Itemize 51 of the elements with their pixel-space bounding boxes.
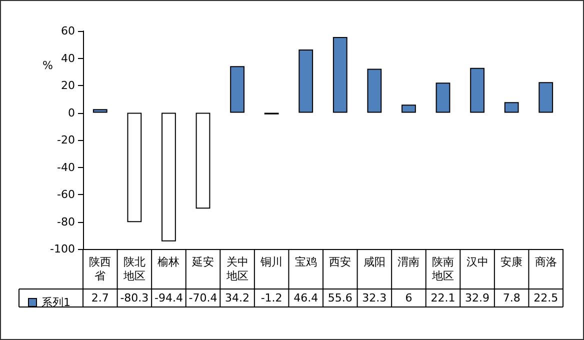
x-tick-label: 陕北地区 [122,256,146,282]
data-label: 22.5 [534,292,558,304]
bar [538,82,554,113]
x-tick-label: 咸阳 [363,256,386,268]
data-label: 32.9 [465,292,490,304]
data-label: 34.2 [225,292,250,304]
data-label: -1.2 [260,292,282,304]
x-tick-label: 安康 [500,256,523,268]
y-tick-label: 40 [61,52,75,65]
x-tick-label: 商洛 [534,256,557,268]
x-tick-label: 陕南地区 [431,256,454,282]
y-tick-label: -40 [57,160,75,174]
bar [470,68,484,113]
data-label: 6 [405,292,412,304]
y-tick-label: 20 [61,79,75,92]
bar [504,102,519,113]
y-axis-title: % [42,59,53,72]
bar [230,66,244,113]
bar [127,112,142,222]
bar [162,112,176,242]
x-tick-label: 渭南 [398,256,420,268]
data-label: 46.4 [294,292,318,304]
x-tick-label: 榆林 [158,256,180,268]
bar [298,50,314,113]
y-tick-label: -80 [57,215,75,228]
data-label: 2.7 [91,292,109,304]
data-label: -94.4 [154,292,183,304]
x-tick-label: 延安 [191,256,214,268]
data-label: 55.6 [328,292,352,304]
data-label: 32.3 [362,292,387,304]
x-tick-label: 陕西省 [89,256,112,282]
y-tick-label: -100 [50,242,75,256]
x-tick-label: 汉中 [466,256,488,268]
bar [92,109,108,113]
data-label: -80.3 [120,292,149,304]
y-tick-label: -60 [57,188,75,201]
bar [332,36,348,113]
y-tick-label: 60 [61,24,75,38]
x-tick-label: 西安 [329,256,352,268]
y-tick-label: -20 [57,134,75,146]
bar [402,104,416,113]
bar [436,82,450,113]
x-tick-label: 关中地区 [225,256,248,282]
x-tick-label: 宝鸡 [294,256,317,268]
x-tick-label: 铜川 [260,256,283,268]
bar [367,68,382,113]
bar [196,112,210,209]
data-label: -70.4 [188,292,218,304]
data-label: 7.8 [502,292,520,304]
y-tick-label: 0 [68,106,75,120]
data-label: 22.1 [430,292,456,304]
